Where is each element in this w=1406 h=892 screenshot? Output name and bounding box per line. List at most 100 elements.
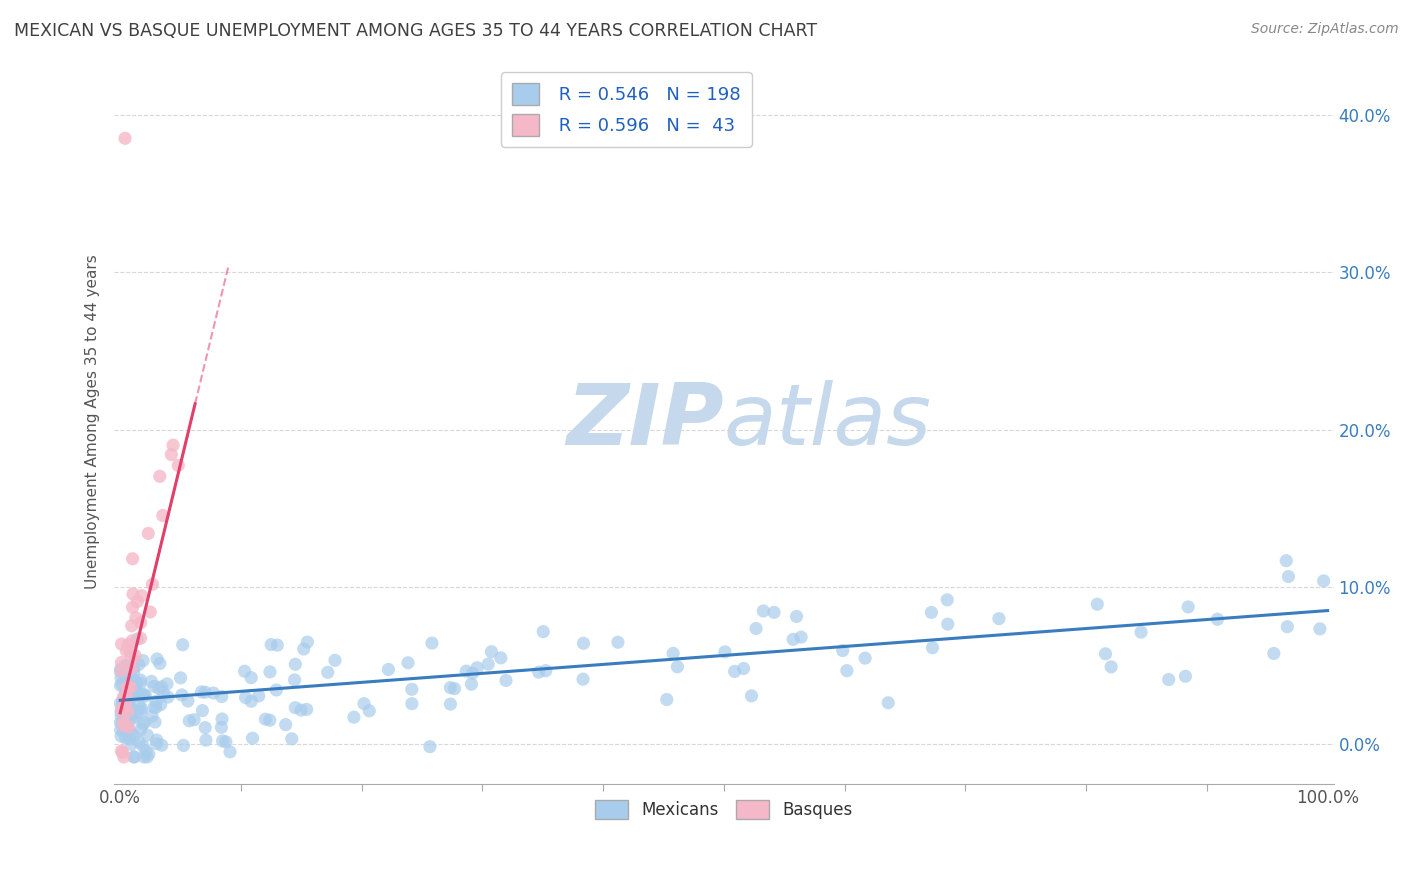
Point [211, 690, 233, 704]
Point [1085, 597, 1108, 611]
Point [129, 676, 152, 690]
Point [143, 714, 166, 729]
Point [146, 652, 169, 666]
Point [194, 733, 217, 747]
Point [254, 712, 277, 726]
Point [745, 622, 768, 636]
Point [479, 645, 502, 659]
Point [145, 694, 167, 708]
Point [111, 677, 134, 691]
Point [121, 709, 143, 723]
Point [118, 731, 141, 746]
Point [316, 665, 339, 680]
Point [124, 648, 146, 663]
Point [117, 681, 139, 695]
Point [115, 709, 138, 723]
Point [128, 689, 150, 703]
Point [572, 672, 595, 686]
Point [118, 694, 141, 708]
Point [122, 704, 145, 718]
Point [790, 630, 813, 644]
Point [259, 713, 281, 727]
Point [714, 645, 737, 659]
Point [125, 611, 148, 625]
Point [284, 657, 307, 672]
Point [121, 551, 143, 566]
Point [396, 656, 419, 670]
Point [921, 640, 943, 655]
Point [120, 700, 142, 714]
Point [150, 738, 173, 752]
Point [835, 664, 858, 678]
Point [149, 469, 172, 483]
Point [141, 709, 163, 723]
Point [122, 661, 145, 675]
Point [295, 702, 318, 716]
Point [110, 705, 132, 719]
Point [266, 683, 288, 698]
Point [115, 681, 138, 695]
Point [129, 704, 152, 718]
Point [169, 671, 191, 685]
Point [401, 682, 423, 697]
Point [219, 745, 242, 759]
Point [120, 670, 142, 684]
Point [177, 694, 200, 708]
Point [132, 717, 155, 731]
Point [120, 681, 142, 695]
Point [129, 632, 152, 646]
Point [260, 638, 283, 652]
Point [110, 715, 132, 730]
Point [1277, 569, 1299, 583]
Point [111, 716, 134, 731]
Point [134, 715, 156, 730]
Point [274, 717, 297, 731]
Point [183, 713, 205, 727]
Point [131, 589, 153, 603]
Point [112, 666, 135, 681]
Point [136, 526, 159, 541]
Point [110, 678, 132, 692]
Point [752, 604, 775, 618]
Point [152, 686, 174, 700]
Point [662, 646, 685, 660]
Point [323, 653, 346, 667]
Point [456, 664, 478, 678]
Point [111, 698, 134, 713]
Point [353, 697, 375, 711]
Point [247, 689, 270, 703]
Point [129, 723, 152, 737]
Point [443, 681, 465, 696]
Point [419, 739, 441, 754]
Point [477, 657, 499, 671]
Point [786, 609, 808, 624]
Point [439, 681, 461, 695]
Point [115, 684, 138, 698]
Point [110, 665, 132, 679]
Point [117, 722, 139, 736]
Point [117, 682, 139, 697]
Point [111, 704, 134, 718]
Point [110, 665, 132, 679]
Legend: Mexicans, Basques: Mexicans, Basques [589, 794, 859, 826]
Point [121, 633, 143, 648]
Point [112, 702, 135, 716]
Y-axis label: Unemployment Among Ages 35 to 44 years: Unemployment Among Ages 35 to 44 years [86, 254, 100, 589]
Point [853, 651, 876, 665]
Point [122, 587, 145, 601]
Point [127, 706, 149, 720]
Point [149, 698, 172, 712]
Point [136, 750, 159, 764]
Point [114, 131, 136, 145]
Point [122, 750, 145, 764]
Point [531, 624, 554, 639]
Point [297, 635, 319, 649]
Point [141, 577, 163, 591]
Point [831, 643, 853, 657]
Point [284, 673, 307, 687]
Point [124, 686, 146, 700]
Point [1263, 647, 1285, 661]
Point [110, 637, 132, 651]
Point [127, 632, 149, 646]
Point [117, 705, 139, 719]
